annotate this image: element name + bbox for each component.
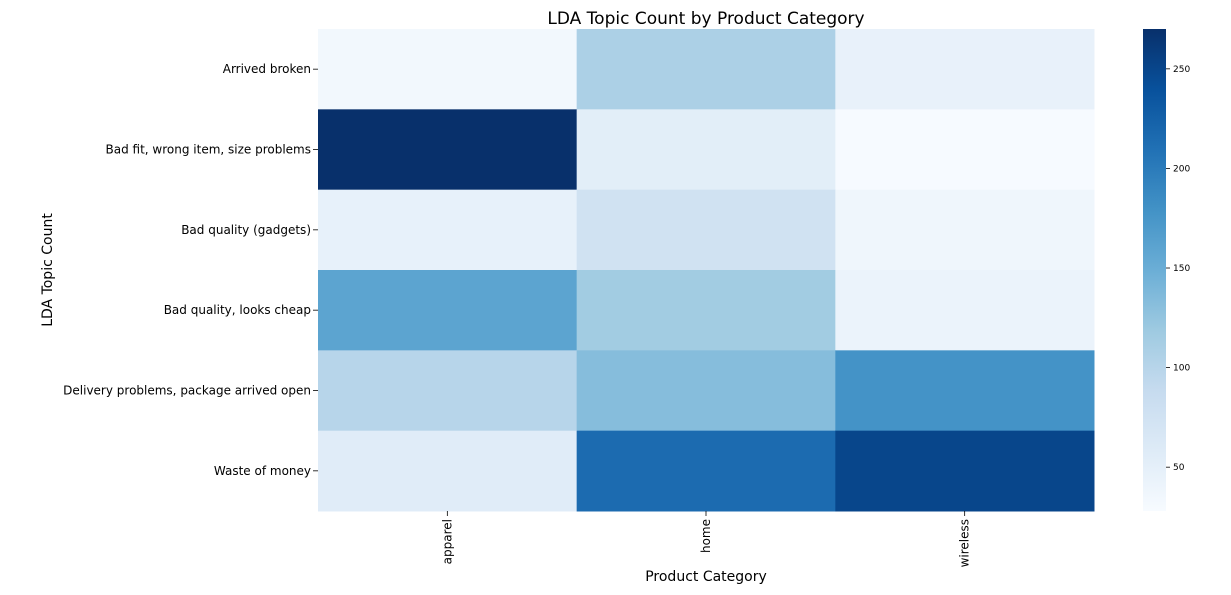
heatmap-cells [318,29,1095,512]
x-axis-ticks: apparel home wireless [440,511,972,567]
heatmap-cell [318,430,578,512]
x-tick-label: wireless [958,519,972,567]
heatmap-cell [576,430,836,512]
colorbar-tick-label: 100 [1173,364,1190,374]
colorbar-tick-label: 200 [1173,164,1190,174]
x-axis-label: Product Category [645,569,767,585]
heatmap-cell [576,350,836,432]
heatmap-cell [835,109,1095,191]
heatmap-cell [576,270,836,351]
heatmap-cell [318,109,578,191]
heatmap-cell [576,109,836,191]
colorbar-tick-label: 250 [1173,65,1190,75]
y-axis-label: LDA Topic Count [40,213,56,327]
y-tick-label: Bad quality, looks cheap [164,303,311,317]
heatmap-cell [576,29,836,110]
heatmap-cell [318,189,578,271]
x-tick-label: home [699,519,713,553]
colorbar: 50 100 150 200 250 [1143,29,1190,511]
chart-title: LDA Topic Count by Product Category [547,9,864,29]
y-tick-label: Bad fit, wrong item, size problems [106,143,312,157]
colorbar-tick-label: 50 [1173,463,1185,473]
colorbar-tick-label: 150 [1173,264,1190,274]
heatmap-cell [835,189,1095,271]
y-tick-label: Arrived broken [223,62,311,76]
x-tick-label: apparel [440,519,454,564]
y-tick-label: Waste of money [214,464,311,478]
colorbar-gradient [1143,29,1166,511]
heatmap-cell [835,270,1095,351]
heatmap-cell [835,29,1095,110]
heatmap-cell [318,29,578,110]
heatmap-cell [318,270,578,351]
y-tick-label: Delivery problems, package arrived open [63,384,311,398]
heatmap-cell [835,430,1095,512]
y-axis-ticks: Arrived broken Bad fit, wrong item, size … [63,62,318,478]
y-tick-label: Bad quality (gadgets) [181,223,311,237]
heatmap-cell [318,350,578,432]
heatmap-cell [835,350,1095,432]
heatmap-cell [576,189,836,271]
